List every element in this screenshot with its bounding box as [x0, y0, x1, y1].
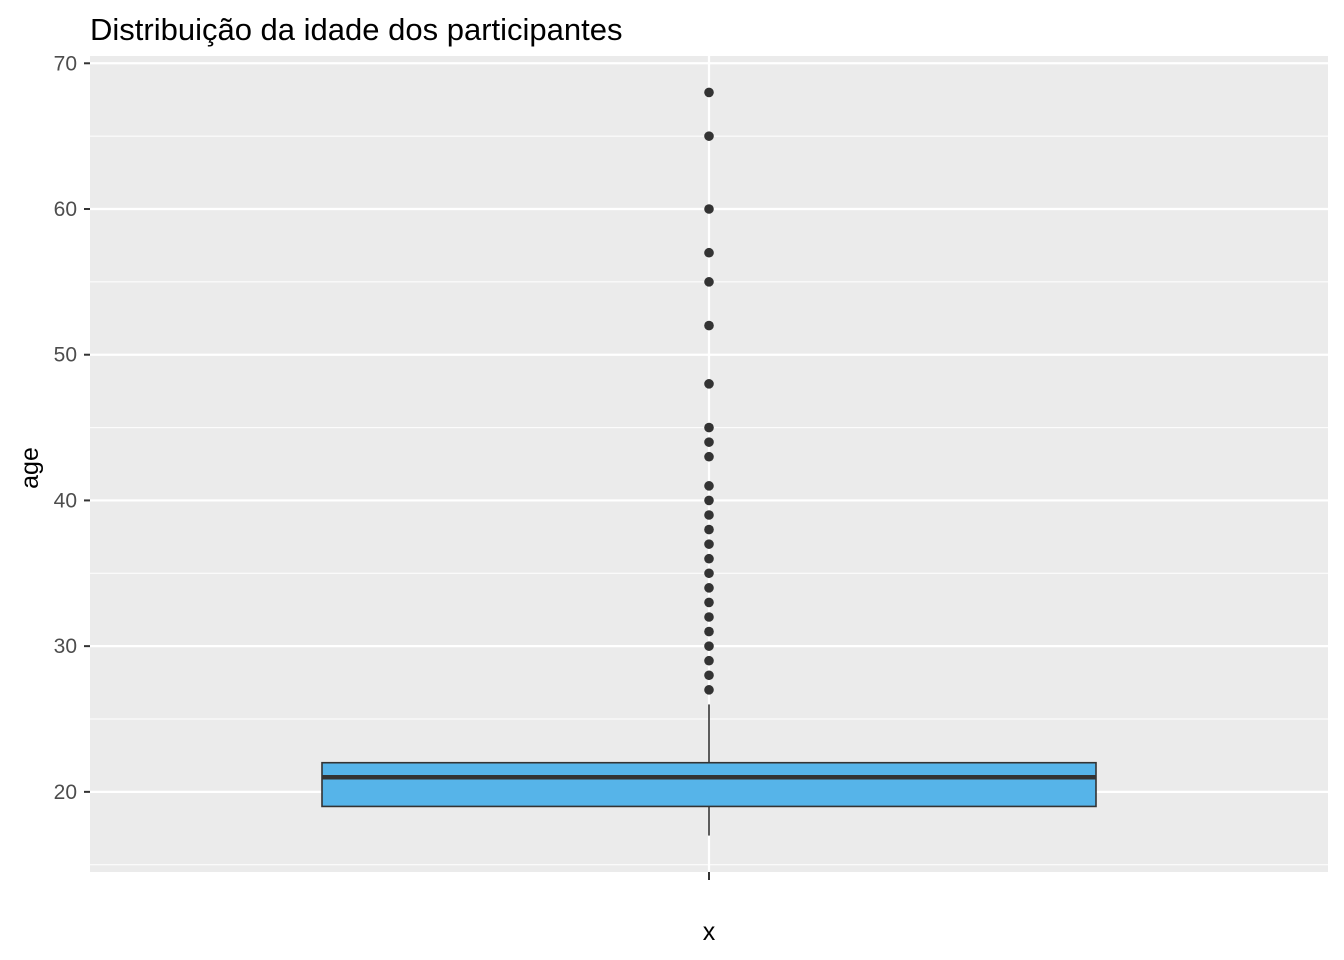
outlier-points — [704, 87, 714, 695]
outlier-point — [704, 379, 714, 389]
outlier-point — [704, 641, 714, 651]
y-axis-title: age — [16, 447, 44, 489]
outlier-point — [704, 320, 714, 331]
chart-title: Distribuição da idade dos participantes — [90, 12, 622, 47]
outlier-point — [704, 495, 714, 506]
iqr-box — [321, 761, 1097, 808]
outlier-point — [704, 612, 714, 622]
outlier-point — [704, 670, 714, 681]
outlier-point — [704, 247, 714, 258]
y-tick-label: 40 — [54, 489, 77, 512]
outlier-point — [704, 87, 714, 98]
outlier-point — [704, 524, 714, 535]
y-tick-label: 70 — [54, 52, 77, 75]
y-tick-label: 30 — [54, 635, 77, 658]
x-axis-title: x — [703, 918, 716, 946]
outlier-point — [704, 481, 714, 491]
outlier-point — [704, 685, 714, 695]
box-series — [321, 704, 1097, 836]
outlier-point — [704, 510, 714, 520]
outlier-point — [704, 422, 714, 433]
outlier-point — [704, 626, 714, 637]
outlier-point — [704, 204, 714, 214]
y-tick-label: 60 — [54, 198, 77, 221]
outlier-point — [704, 655, 714, 666]
outlier-point — [704, 131, 714, 141]
y-tick-label: 20 — [54, 781, 77, 804]
outlier-point — [704, 437, 714, 447]
y-axis-ticks: 20 30 40 50 60 70 — [54, 52, 90, 804]
outlier-point — [704, 597, 714, 608]
outlier-point — [704, 568, 714, 579]
outlier-point — [704, 553, 714, 564]
outlier-point — [704, 277, 714, 287]
y-tick-label: 50 — [54, 344, 77, 367]
outlier-point — [704, 583, 714, 593]
outlier-point — [704, 539, 714, 549]
outlier-point — [704, 451, 714, 462]
